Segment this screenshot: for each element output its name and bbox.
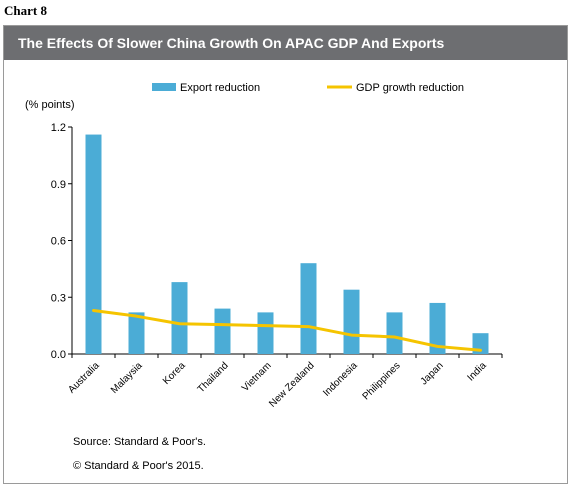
bar: [257, 312, 274, 354]
line-series: [92, 308, 482, 352]
bar-series: [85, 134, 489, 354]
x-tick-label: India: [466, 360, 489, 383]
chart-label: Chart 8: [4, 3, 47, 18]
bar: [85, 134, 102, 354]
y-tick-label: 0.3: [51, 292, 66, 304]
x-tick-label: Thailand: [196, 360, 231, 395]
bar: [214, 308, 231, 354]
y-tick-label: 0.0: [51, 349, 66, 361]
legend-label-export: Export reduction: [180, 82, 260, 94]
x-tick-label: Philippines: [361, 360, 403, 402]
x-tick-label: Korea: [161, 360, 188, 387]
y-tick-label: 0.6: [51, 236, 66, 248]
y-axis-label: (% points): [25, 99, 75, 111]
x-tick-label: Japan: [419, 360, 446, 387]
bar: [300, 263, 317, 354]
bar: [128, 312, 145, 354]
bar: [386, 312, 403, 354]
bar: [429, 302, 446, 354]
legend-label-gdp: GDP growth reduction: [356, 82, 464, 94]
gdp-line: [92, 308, 482, 352]
legend-swatch-bar: [152, 83, 176, 91]
copyright-note: © Standard & Poor's 2015.: [73, 460, 204, 472]
chart-title: The Effects Of Slower China Growth On AP…: [4, 26, 567, 60]
x-tick-label: New Zealand: [267, 360, 316, 409]
y-tick-label: 0.9: [51, 179, 66, 191]
bar: [343, 289, 360, 354]
source-note: Source: Standard & Poor's.: [73, 436, 206, 448]
x-tick-label: Malaysia: [109, 360, 145, 396]
x-tick-label: Australia: [66, 360, 102, 396]
bar: [171, 282, 188, 354]
y-tick-labels: 0.0 0.3 0.6 0.9 1.2: [51, 122, 72, 361]
chart-frame: The Effects Of Slower China Growth On AP…: [3, 25, 568, 484]
y-tick-label: 1.2: [51, 122, 66, 134]
legend: Export reduction GDP growth reduction: [152, 82, 464, 94]
x-tick-labels: Australia Malaysia Korea Thailand VietnamNew…: [66, 360, 489, 410]
x-tick-label: Indonesia: [321, 360, 360, 399]
x-tick-label: Vietnam: [240, 360, 274, 394]
